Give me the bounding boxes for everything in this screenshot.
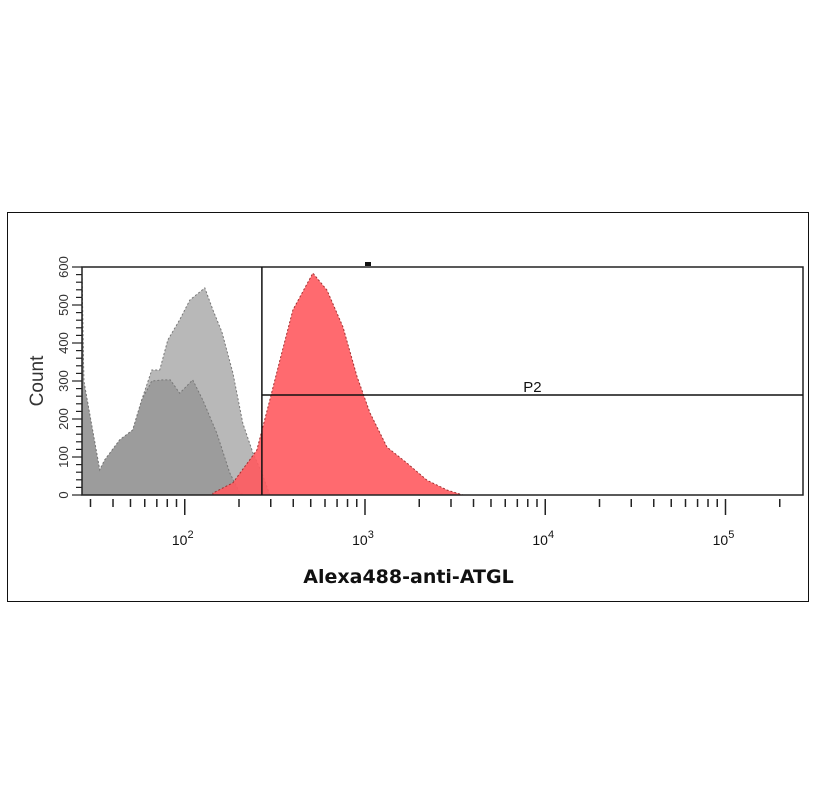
x-tick-base: 10 — [713, 532, 729, 548]
histogram-series-2 — [81, 274, 245, 496]
y-tick-label: 600 — [56, 256, 71, 278]
x-tick-exponent: 3 — [368, 529, 374, 541]
y-tick-label: 0 — [56, 491, 71, 498]
chart-frame — [7, 212, 809, 602]
x-tick-base: 10 — [352, 532, 368, 548]
y-axis-label: Count — [27, 355, 48, 406]
y-tick-label: 100 — [56, 446, 71, 468]
x-tick-label: 103 — [352, 529, 374, 548]
y-tick-label: 300 — [56, 370, 71, 392]
top-marker — [365, 262, 371, 266]
x-tick-exponent: 4 — [548, 529, 554, 541]
y-tick-label: 500 — [56, 294, 71, 316]
x-tick-label: 105 — [713, 529, 735, 548]
y-tick-label: 400 — [56, 332, 71, 354]
x-tick-exponent: 2 — [187, 529, 193, 541]
histogram-series-3 — [212, 272, 464, 496]
x-tick-exponent: 5 — [728, 529, 734, 541]
x-axis-label: Alexa488-anti-ATGL — [303, 566, 514, 588]
x-tick-base: 10 — [172, 532, 188, 548]
x-tick-label: 104 — [532, 529, 554, 548]
gate-label: P2 — [523, 379, 541, 396]
x-tick-label: 102 — [172, 529, 194, 548]
x-tick-base: 10 — [532, 532, 548, 548]
y-tick-label: 200 — [56, 408, 71, 430]
